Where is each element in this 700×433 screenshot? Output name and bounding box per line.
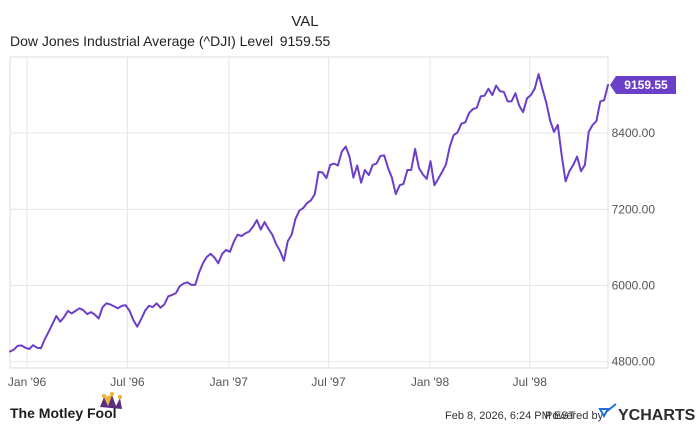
x-tick-label: Jan '97 xyxy=(210,375,249,389)
ycharts-logo[interactable]: YCHARTS xyxy=(598,403,696,424)
ycharts-wordmark: YCHARTS xyxy=(618,407,696,424)
last-value-label: 9159.55 xyxy=(624,78,668,92)
x-tick-label: Jan '98 xyxy=(411,375,450,389)
y-tick-label: 7200.00 xyxy=(612,202,656,216)
last-value-badge-shape xyxy=(610,75,676,94)
plot-frame xyxy=(9,56,609,369)
legend-series-value: 9159.55 xyxy=(280,33,331,49)
footer-powered-by: Powered by xyxy=(545,410,604,422)
ycharts-arrow-icon xyxy=(598,403,617,419)
x-tick-label: Jan '96 xyxy=(8,375,47,389)
series-layer xyxy=(9,73,609,353)
brand-name: The Motley Fool xyxy=(10,405,117,421)
x-tick-label: Jul '96 xyxy=(110,375,145,389)
legend-header: VAL xyxy=(291,13,318,30)
y-tick-label: 6000.00 xyxy=(612,278,656,292)
jester-hat-icon xyxy=(100,392,122,409)
last-value-badge: 9159.55 xyxy=(610,75,676,94)
footer-timestamp: Feb 8, 2026, 6:24 PM EST xyxy=(445,410,576,422)
grid-layer xyxy=(10,57,608,368)
y-tick-label: 4800.00 xyxy=(612,355,656,369)
series-line xyxy=(9,73,609,353)
x-axis: Jan '96 Jul '96 Jan '97 Jul '97 Jan '98 Jul '… xyxy=(8,375,547,389)
legend-series-name: Dow Jones Industrial Average (^DJI) Leve… xyxy=(10,33,273,49)
x-tick-label: Jul '98 xyxy=(513,375,548,389)
y-axis: 4800.00 6000.00 7200.00 8400.00 xyxy=(612,126,656,368)
y-tick-label: 8400.00 xyxy=(612,126,656,140)
x-tick-label: Jul '97 xyxy=(311,375,346,389)
motley-fool-logo[interactable]: The Motley Fool xyxy=(10,392,122,421)
